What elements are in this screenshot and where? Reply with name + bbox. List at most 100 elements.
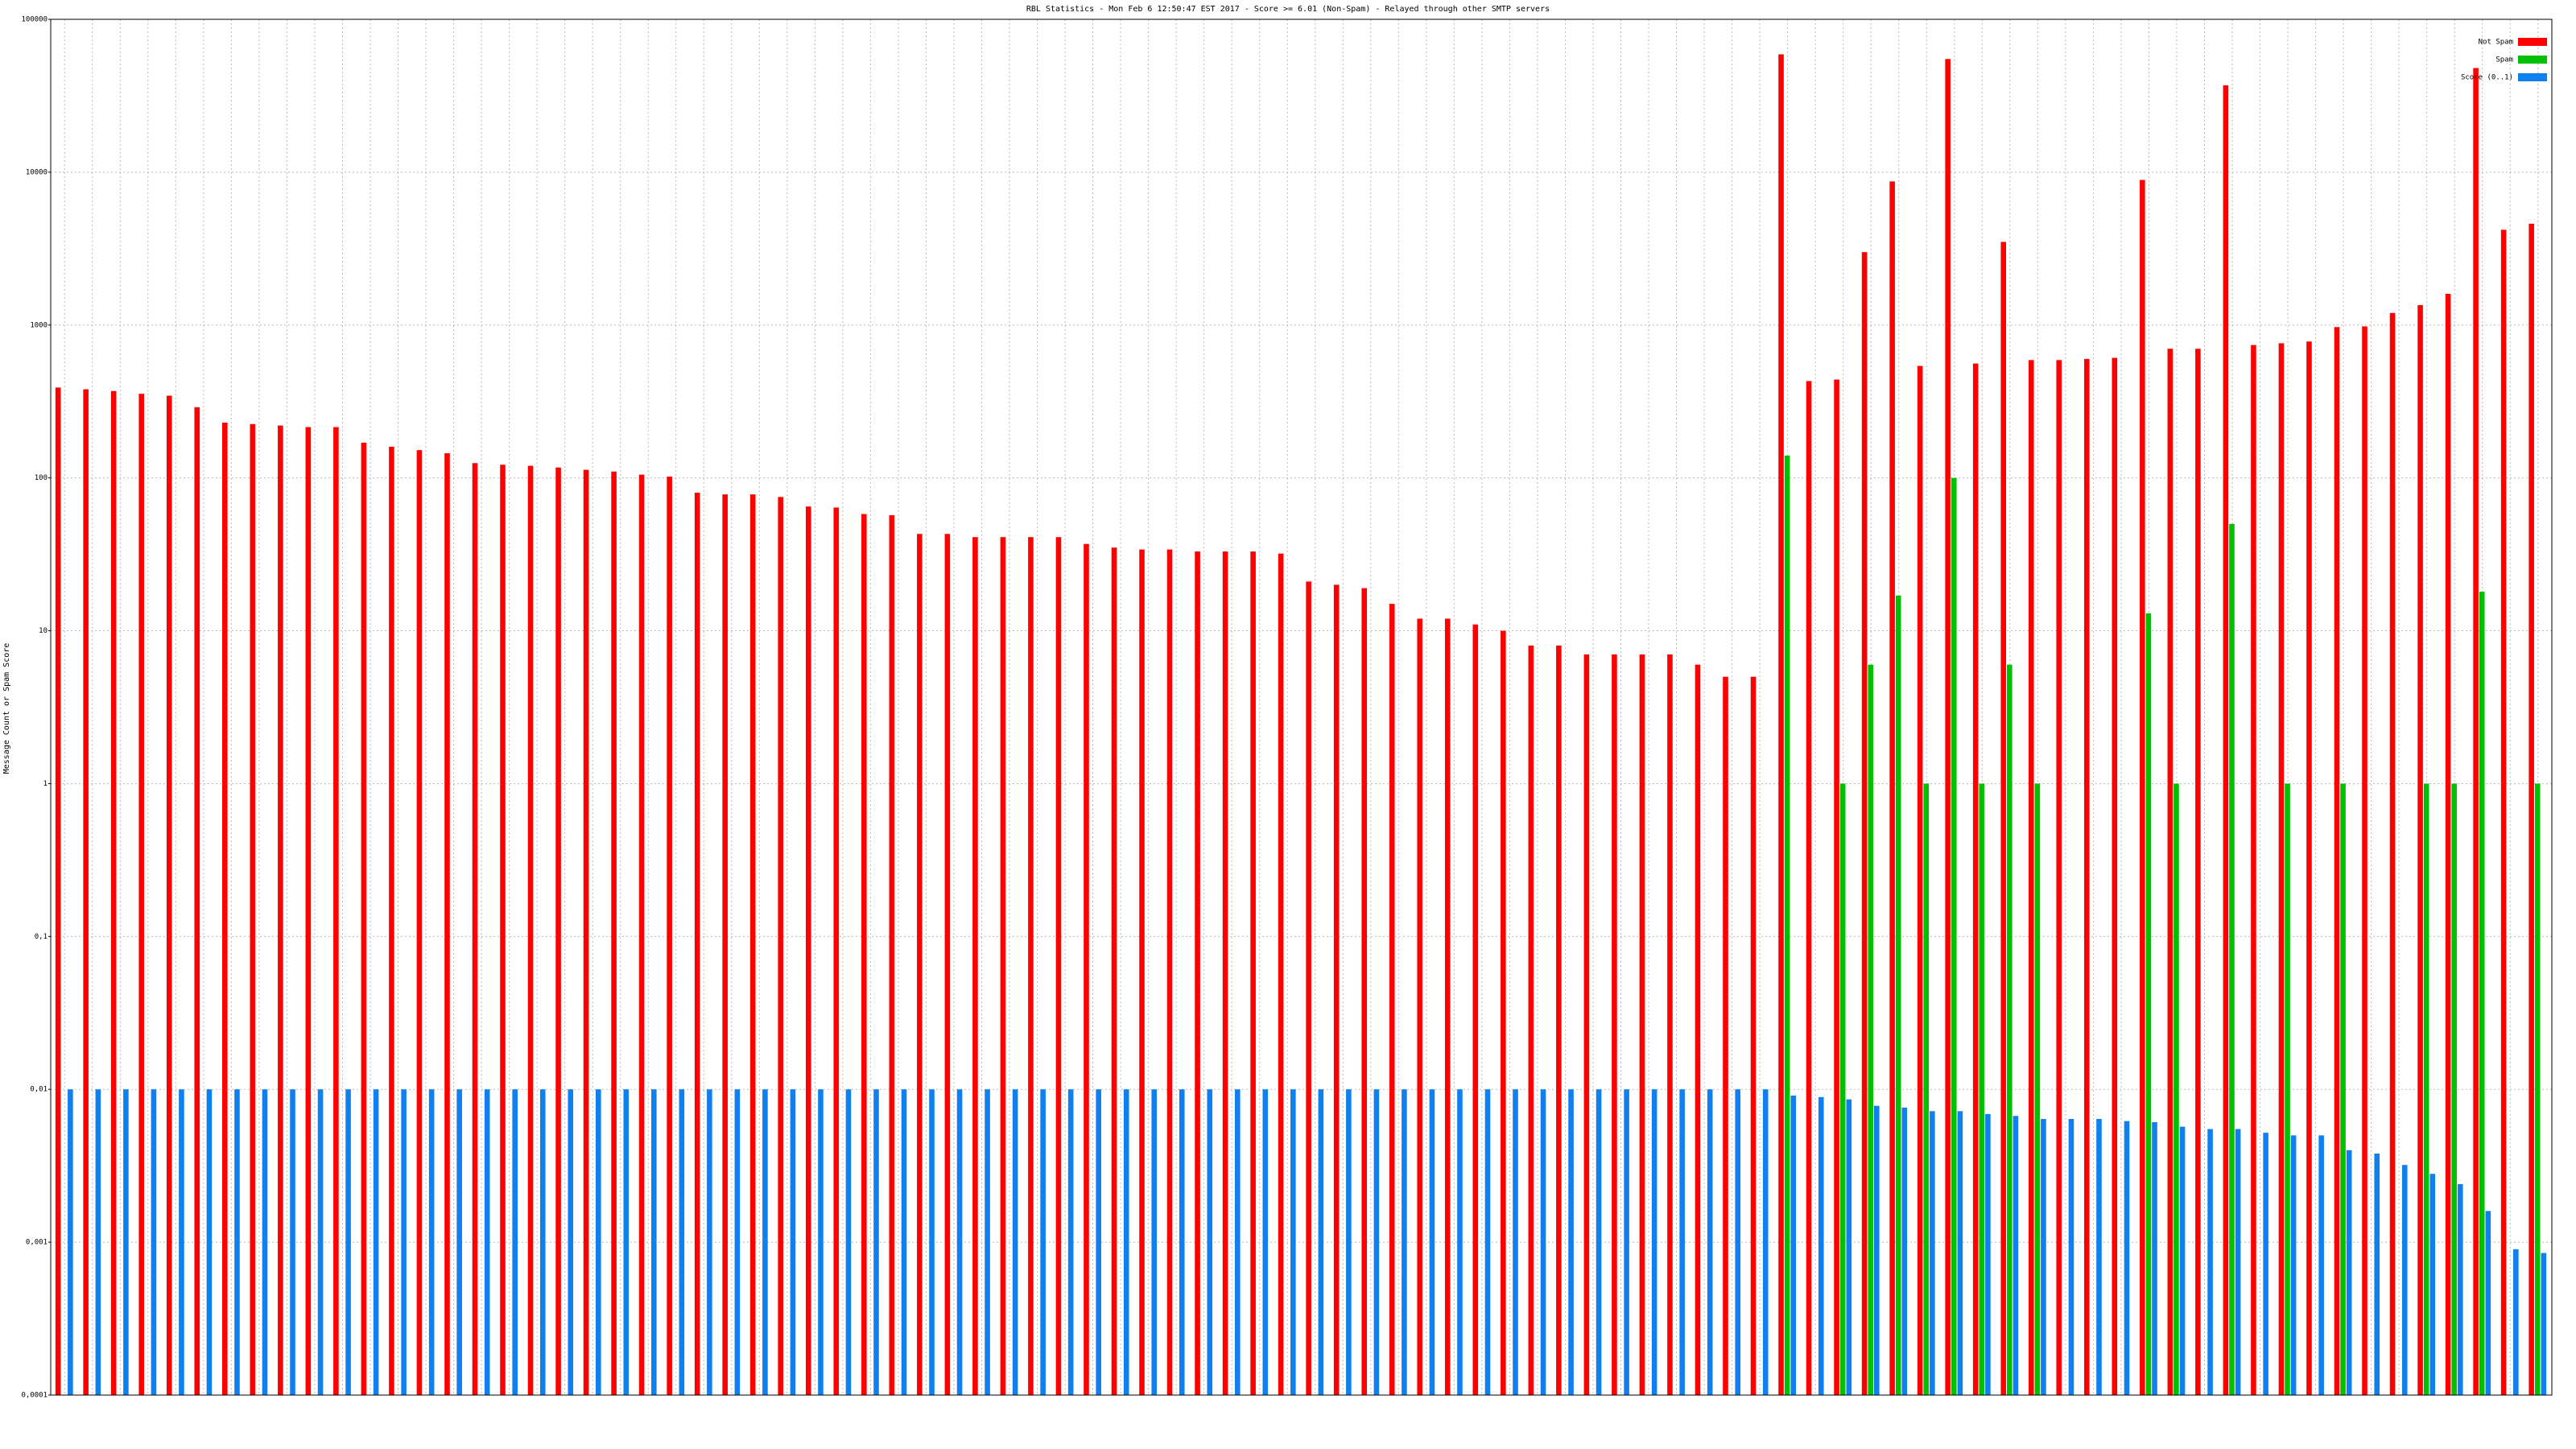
bar	[1055, 537, 1062, 1395]
bar	[2278, 343, 2285, 1396]
bar	[1333, 584, 1340, 1395]
bar	[2306, 341, 2312, 1395]
bar	[2479, 592, 2485, 1395]
bar	[749, 494, 756, 1395]
bar	[512, 1089, 518, 1395]
bar	[778, 497, 784, 1396]
bar	[2340, 783, 2346, 1395]
bar	[345, 1089, 351, 1395]
bar	[317, 1089, 324, 1395]
bar	[1389, 604, 1395, 1395]
bar	[1417, 618, 1423, 1395]
bar	[1306, 581, 1311, 1395]
bar	[845, 1089, 852, 1395]
bar	[1762, 1089, 1769, 1395]
bar	[694, 493, 700, 1395]
bar	[1278, 553, 1284, 1395]
bar	[722, 494, 728, 1395]
bar	[2389, 312, 2396, 1395]
bar	[234, 1089, 240, 1395]
bar	[1583, 654, 1590, 1395]
bar	[1790, 1095, 1797, 1395]
y-tick-label: 1000	[30, 321, 47, 329]
bar	[1784, 455, 1790, 1395]
bar	[1839, 783, 1846, 1395]
bar	[1067, 1089, 1074, 1395]
bar	[2534, 783, 2541, 1395]
bar	[944, 534, 951, 1396]
bar	[1528, 645, 1534, 1395]
y-axis-label: Message Count or Spam Score	[2, 643, 11, 774]
legend-label: Not Spam	[2479, 39, 2513, 47]
bar	[861, 514, 867, 1395]
bar	[1373, 1089, 1380, 1395]
bar	[110, 390, 117, 1395]
bar	[1123, 1089, 1129, 1395]
bar	[2013, 1116, 2019, 1395]
bar	[1612, 654, 1617, 1395]
bar	[2374, 1154, 2380, 1395]
y-tick-label: 1	[43, 780, 47, 788]
bar	[278, 425, 283, 1395]
bar	[2318, 1135, 2324, 1395]
bar	[651, 1089, 657, 1395]
bar	[1444, 618, 1451, 1395]
bar	[83, 389, 89, 1395]
bar	[138, 394, 145, 1395]
bar	[2167, 349, 2174, 1396]
bar	[2417, 305, 2423, 1396]
bar	[2290, 1135, 2297, 1395]
bar	[1222, 551, 1228, 1396]
y-tick-label: 0,0001	[21, 1392, 47, 1400]
bar	[456, 1089, 462, 1395]
bar	[401, 1089, 407, 1395]
bar	[166, 395, 172, 1396]
bar	[1250, 551, 1256, 1396]
bar	[2401, 1165, 2408, 1395]
bar	[1151, 1089, 1158, 1395]
bar	[373, 1089, 379, 1395]
bar	[2529, 223, 2534, 1395]
bar	[2263, 1133, 2268, 1395]
chart-title: RBL Statistics - Mon Feb 6 12:50:47 EST …	[1026, 5, 1550, 14]
bar	[873, 1089, 879, 1395]
bar	[305, 427, 312, 1395]
bar	[2334, 327, 2340, 1395]
bar	[1318, 1089, 1324, 1395]
bar	[472, 463, 478, 1395]
bar	[2179, 1126, 2186, 1395]
y-tick-label: 0,01	[30, 1086, 47, 1094]
legend-swatch	[2518, 56, 2547, 64]
bar	[262, 1089, 268, 1395]
bar	[2513, 1249, 2519, 1395]
bar	[1707, 1089, 1713, 1395]
bar	[1750, 676, 1757, 1395]
bar	[1624, 1089, 1629, 1395]
bar	[1895, 595, 1901, 1395]
y-tick-label: 100	[35, 474, 47, 482]
bar	[1889, 181, 1895, 1395]
bar	[956, 1089, 963, 1395]
bar	[1695, 664, 1701, 1395]
bar	[1846, 1099, 1852, 1395]
y-tick-label: 10000	[26, 168, 47, 176]
bar	[1806, 381, 1812, 1395]
bar	[2056, 360, 2062, 1396]
bar	[1457, 1089, 1463, 1395]
bar	[2229, 523, 2235, 1396]
bar	[179, 1089, 184, 1395]
bar	[2473, 68, 2479, 1395]
bar	[1513, 1089, 1518, 1395]
bar	[2152, 1121, 2157, 1395]
bar	[1985, 1113, 1991, 1395]
bar	[1028, 537, 1034, 1395]
bar	[1179, 1089, 1185, 1395]
bar	[250, 423, 256, 1395]
bar	[1000, 537, 1006, 1395]
bar	[2429, 1174, 2436, 1395]
bar	[1972, 363, 1979, 1395]
bar	[1868, 664, 1874, 1395]
bar	[707, 1089, 712, 1395]
y-tick-label: 100000	[21, 16, 47, 24]
